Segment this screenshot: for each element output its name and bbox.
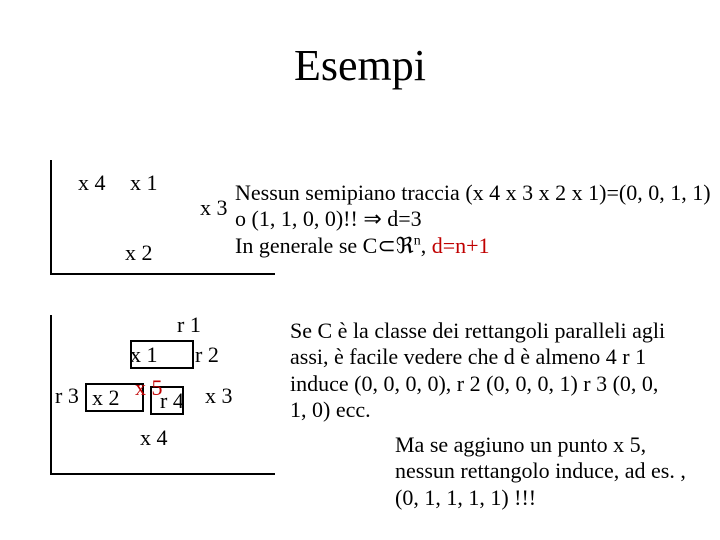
bot-label-r4: r 4 — [160, 388, 184, 414]
bot-label-x1: x 1 — [130, 342, 158, 368]
top-label-x2: x 2 — [125, 240, 153, 266]
subset-glyph: ⊂ — [377, 233, 395, 258]
bot-label-r3: r 3 — [55, 383, 79, 409]
top-line1: Nessun semipiano traccia (x 4 x 3 x 2 x … — [235, 180, 711, 205]
bot-label-x4: x 4 — [140, 425, 168, 451]
top-line2a: o (1, 1, 0, 0)!! — [235, 206, 363, 231]
bot-label-x2: x 2 — [92, 385, 120, 411]
top-line2b: d=3 — [382, 206, 422, 231]
bot-label-x5: x 5 — [135, 375, 163, 401]
bot-label-r1: r 1 — [177, 312, 201, 338]
top-line3b: n — [414, 233, 421, 248]
top-label-x1: x 1 — [130, 170, 158, 196]
implies-glyph-1: ⇒ — [363, 206, 381, 231]
top-axis-y — [50, 160, 52, 275]
bot-paragraph-2: Ma se aggiuno un punto x 5, nessun retta… — [395, 432, 690, 511]
bot-axis-y — [50, 315, 52, 475]
top-label-x4: x 4 — [78, 170, 106, 196]
bot-label-x3: x 3 — [205, 383, 233, 409]
real-glyph: ℜ — [396, 233, 414, 258]
top-line3d: d=n+1 — [432, 233, 490, 258]
slide-title: Esempi — [0, 40, 720, 91]
top-line3a: In generale se C — [235, 233, 377, 258]
bot-axis-x — [50, 473, 275, 475]
top-axis-x — [50, 273, 275, 275]
top-text: Nessun semipiano traccia (x 4 x 3 x 2 x … — [235, 180, 715, 259]
bot-label-r2: r 2 — [195, 342, 219, 368]
top-label-x3: x 3 — [200, 195, 228, 221]
top-line3c: , — [421, 233, 432, 258]
bot-paragraph-1: Se C è la classe dei rettangoli parallel… — [290, 318, 680, 424]
